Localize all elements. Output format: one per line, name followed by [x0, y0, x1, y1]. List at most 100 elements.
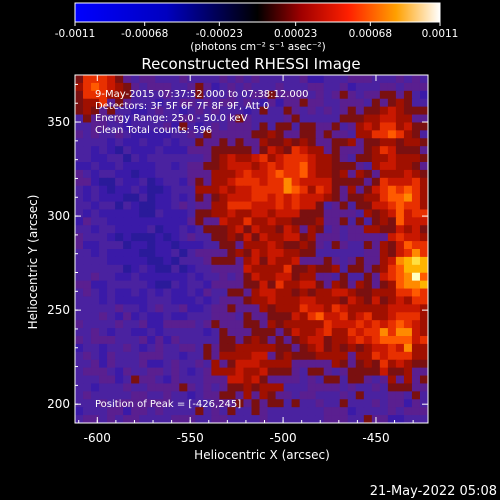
heatmap-cell — [275, 98, 285, 108]
heatmap-cell — [275, 82, 285, 92]
heatmap-cell — [251, 209, 261, 218]
heatmap-cell — [243, 185, 253, 195]
heatmap-cell — [299, 98, 309, 108]
heatmap-cell — [251, 130, 261, 139]
heatmap-cell — [379, 177, 389, 187]
heatmap-cell — [211, 375, 221, 385]
heatmap-cell — [347, 375, 357, 385]
heatmap-cell — [259, 193, 269, 203]
heatmap-cell — [123, 217, 132, 226]
heatmap-cell — [115, 209, 124, 218]
heatmap-cell — [251, 391, 261, 400]
heatmap-cell — [187, 241, 196, 250]
heatmap-cell — [403, 106, 413, 116]
heatmap-cell — [403, 241, 413, 250]
heatmap-cell — [179, 209, 188, 218]
heatmap-cell — [187, 304, 196, 313]
heatmap-cell — [139, 90, 148, 100]
heatmap-cell — [179, 233, 188, 242]
heatmap-cell — [371, 130, 381, 139]
heatmap-cell — [179, 351, 188, 361]
heatmap-cell — [275, 288, 285, 298]
heatmap-cell — [347, 225, 357, 234]
heatmap-cell — [307, 193, 317, 203]
heatmap-cell — [211, 415, 221, 423]
heatmap-cell — [403, 351, 413, 361]
heatmap-cell — [283, 391, 293, 400]
heatmap-cell — [123, 399, 132, 408]
heatmap-cell — [227, 209, 237, 218]
heatmap-cell — [235, 296, 245, 305]
heatmap-cell — [75, 351, 84, 361]
heatmap-cell — [171, 328, 180, 337]
heatmap-cell — [259, 256, 269, 266]
heatmap-cell — [323, 351, 333, 361]
heatmap-cell — [227, 328, 237, 337]
heatmap-cell — [363, 328, 373, 337]
heatmap-cell — [155, 177, 164, 187]
heatmap-cell — [187, 225, 196, 234]
heatmap-cell — [299, 154, 309, 163]
heatmap-cell — [91, 280, 100, 290]
heatmap-cell — [243, 320, 253, 329]
heatmap-cell — [131, 264, 140, 274]
heatmap-cell — [179, 75, 188, 84]
heatmap-cell — [115, 256, 124, 266]
heatmap-cell — [139, 312, 148, 321]
heatmap-cell — [315, 193, 325, 203]
heatmap-cell — [179, 225, 188, 234]
heatmap-cell — [115, 343, 124, 353]
heatmap-cell — [163, 320, 172, 329]
heatmap-cell — [163, 351, 172, 361]
heatmap-cell — [83, 90, 92, 100]
heatmap-cell — [411, 233, 421, 242]
heatmap-cell — [307, 225, 317, 234]
heatmap-cell — [331, 280, 341, 290]
heatmap-cell — [211, 367, 221, 377]
heatmap-cell — [275, 130, 285, 139]
heatmap-cell — [283, 296, 293, 305]
heatmap-cell — [371, 280, 381, 290]
heatmap-cell — [107, 122, 116, 131]
heatmap-cell — [203, 106, 212, 116]
heatmap-cell — [347, 193, 357, 203]
annotation-line: 9-May-2015 07:37:52.000 to 07:38:12.000 — [95, 89, 308, 100]
heatmap-cell — [275, 415, 285, 423]
heatmap-cell — [355, 272, 365, 282]
heatmap-cell — [107, 391, 116, 400]
heatmap-cell — [259, 312, 269, 321]
heatmap-cell — [347, 312, 357, 321]
heatmap-cell — [187, 264, 196, 274]
heatmap-cell — [259, 391, 269, 400]
heatmap-cell — [203, 312, 212, 321]
heatmap-cell — [315, 343, 325, 353]
heatmap-cell — [243, 217, 253, 226]
heatmap-cell — [187, 399, 196, 408]
heatmap-cell — [243, 367, 253, 377]
heatmap-cell — [283, 106, 293, 116]
heatmap-cell — [211, 399, 221, 408]
heatmap-cell — [339, 82, 349, 92]
heatmap-cell — [75, 233, 84, 242]
heatmap-cell — [163, 233, 172, 242]
heatmap-cell — [395, 304, 405, 313]
heatmap-cell — [395, 146, 405, 155]
heatmap-cell — [323, 375, 333, 385]
heatmap-cell — [243, 264, 253, 274]
heatmap-cell — [99, 185, 108, 195]
heatmap-cell — [243, 146, 253, 155]
heatmap-cell — [275, 75, 285, 84]
heatmap-cell — [267, 296, 277, 305]
heatmap-cell — [187, 351, 196, 361]
heatmap-cell — [275, 343, 285, 353]
heatmap-cell — [379, 169, 389, 179]
heatmap-cell — [83, 336, 92, 345]
heatmap-cell — [99, 375, 108, 385]
heatmap-cell — [99, 130, 108, 139]
heatmap-cell — [299, 90, 309, 100]
heatmap-cell — [227, 343, 237, 353]
heatmap-cell — [123, 241, 132, 250]
heatmap-cell — [91, 359, 100, 369]
heatmap-cell — [291, 288, 301, 298]
heatmap-cell — [307, 399, 317, 408]
